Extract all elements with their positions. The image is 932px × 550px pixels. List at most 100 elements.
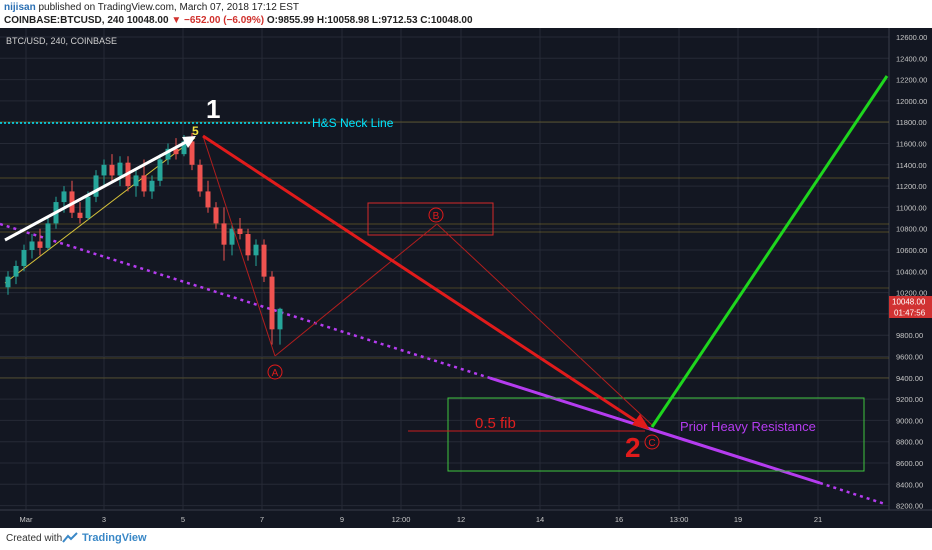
author-name[interactable]: nijisan [4, 2, 36, 13]
last-price-tag-text: 10048.00 [892, 298, 926, 307]
chart-header: nijisan published on TradingView.com, Ma… [0, 0, 932, 28]
candle [21, 244, 27, 272]
candle-body [117, 162, 123, 176]
time-tick-label: 21 [814, 515, 822, 524]
candle [45, 218, 51, 250]
candle-body [173, 148, 179, 155]
candle-body [77, 212, 83, 219]
price-tick-label: 10600.00 [896, 246, 927, 255]
candle-body [221, 223, 227, 245]
candle [229, 223, 235, 256]
publish-line: nijisan published on TradingView.com, Ma… [4, 2, 299, 14]
candle-body [21, 250, 27, 266]
down-arrow-icon: ▼ [171, 15, 182, 26]
price-tick-label: 10800.00 [896, 225, 927, 234]
candle [109, 154, 115, 181]
candle [221, 207, 227, 261]
time-tick-label: 12:00 [392, 515, 411, 524]
circle-a-marker[interactable]: A [267, 364, 283, 380]
price-tick-label: 9200.00 [896, 395, 923, 404]
candle-body [157, 159, 163, 181]
price-tick-label: 11200.00 [896, 182, 927, 191]
up-projection-line[interactable] [650, 75, 889, 428]
candle [29, 234, 35, 259]
price-tick-label: 12200.00 [896, 76, 927, 85]
yellow-channel-line[interactable] [4, 137, 196, 284]
candle-body [85, 196, 91, 219]
candle [149, 175, 155, 199]
candle-body [277, 308, 283, 330]
target-zone-box[interactable] [447, 397, 865, 472]
tradingview-brand[interactable]: TradingView [82, 532, 147, 544]
price-tick-label: 10200.00 [896, 289, 927, 298]
wave-1-label: 1 [206, 94, 220, 124]
price-tick-label: 9000.00 [896, 416, 923, 425]
candle-body [5, 276, 11, 288]
tradingview-logo-icon [62, 532, 78, 543]
price-tick-label: 12600.00 [896, 33, 927, 42]
candle-body [269, 276, 275, 330]
price-tick-label: 9400.00 [896, 374, 923, 383]
price-tick-label: 8200.00 [896, 502, 923, 511]
ohlc-values: O:9855.99 H:10058.98 L:9712.53 C:10048.0… [266, 15, 473, 26]
horizontal-levels [0, 121, 889, 379]
published-text: published on TradingView.com, March 07, … [38, 2, 300, 13]
candle [37, 228, 43, 256]
price-tick-label: 8800.00 [896, 438, 923, 447]
time-tick-label: 16 [615, 515, 623, 524]
fib-label: 0.5 fib [475, 415, 516, 432]
candle-body [253, 244, 259, 256]
candle-body [181, 141, 187, 155]
time-tick-label: Mar [20, 515, 33, 524]
candle [197, 159, 203, 197]
candle [269, 271, 275, 345]
symbol-line: COINBASE:BTCUSD, 240 10048.00 ▼ −652.00 … [4, 15, 473, 27]
target-box-b[interactable] [367, 202, 494, 236]
price-tick-label: 12400.00 [896, 54, 927, 63]
candle [133, 170, 139, 197]
candle-body [205, 191, 211, 208]
candle-body [93, 175, 99, 197]
candle-body [245, 234, 251, 256]
candle-body [189, 141, 195, 165]
candle [77, 202, 83, 224]
purple-trendline-tail[interactable] [819, 481, 886, 506]
impulse-arrow-line[interactable] [4, 140, 187, 242]
wave-bc-line [274, 223, 653, 426]
countdown-tag-text: 01:47:56 [894, 309, 926, 318]
purple-trendline-dotted[interactable] [0, 222, 491, 380]
candle [13, 260, 19, 285]
down-projection-arrowhead-icon [632, 414, 650, 430]
time-tick-label: 13:00 [670, 515, 689, 524]
circle-a-label: A [272, 368, 279, 379]
price-axis [889, 28, 932, 510]
candle-body [45, 223, 51, 248]
down-projection-line[interactable] [202, 134, 637, 423]
chart-title: BTC/USD, 240, COINBASE [6, 36, 117, 46]
purple-trendline-solid[interactable] [489, 376, 821, 485]
last-price-tag: 10048.00 [889, 296, 932, 307]
created-with-text: Created with [6, 533, 63, 544]
candle [5, 271, 11, 295]
candle-body [29, 241, 35, 250]
candle-body [213, 207, 219, 224]
candle-body [101, 164, 107, 176]
time-axis-labels: Mar 3 5 7 9 12:00 12 14 16 13:00 19 21 [20, 515, 823, 524]
candle [101, 159, 107, 187]
circle-b-marker[interactable]: B [428, 207, 444, 223]
circle-c-marker[interactable]: C [644, 434, 660, 450]
price-chart[interactable]: 12600.00 12400.00 12200.00 12000.00 11800.00… [0, 28, 932, 528]
candle [205, 180, 211, 213]
price-change: −652.00 (−6.09%) [184, 15, 265, 26]
candle-body [133, 175, 139, 187]
time-tick-label: 5 [181, 515, 185, 524]
candle [157, 154, 163, 187]
price-tick-label: 8600.00 [896, 459, 923, 468]
time-tick-label: 14 [536, 515, 544, 524]
circle-b-label: B [433, 211, 440, 222]
candle-body [229, 228, 235, 245]
wave-5-label: 5 [192, 124, 199, 138]
impulse-arrowhead-icon [182, 136, 196, 148]
neckline-label: H&S Neck Line [312, 116, 394, 130]
price-tick-label: 11600.00 [896, 140, 927, 149]
